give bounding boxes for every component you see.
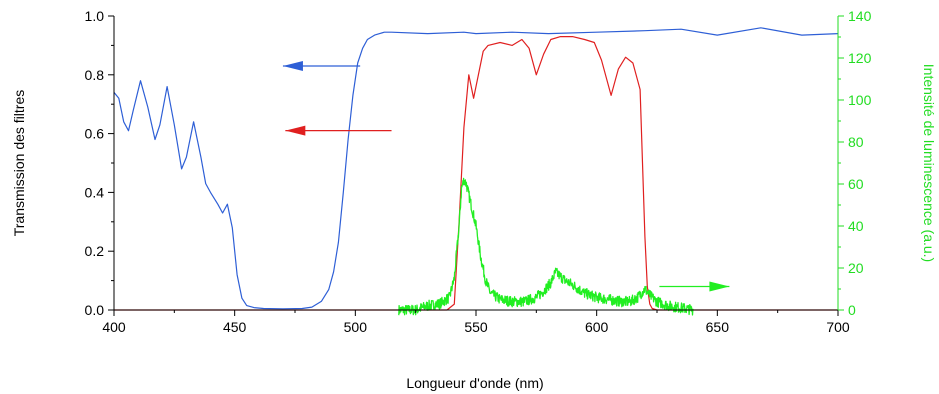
- x-tick-label: 450: [223, 319, 247, 335]
- y-right-tick-label: 100: [848, 92, 872, 108]
- y-right-tick-label: 140: [848, 8, 872, 24]
- x-tick-label: 650: [706, 319, 730, 335]
- y-axis-left-title: Transmission des filtres: [11, 90, 27, 237]
- x-tick-label: 550: [464, 319, 488, 335]
- y-left-tick-label: 1.0: [85, 8, 105, 24]
- x-axis-title: Longueur d'onde (nm): [406, 375, 543, 391]
- y-left-tick-label: 0.8: [85, 67, 105, 83]
- y-right-tick-label: 60: [848, 176, 864, 192]
- y-left-tick-label: 0.6: [85, 126, 105, 142]
- y-right-tick-label: 40: [848, 218, 864, 234]
- axes: 400 450 500 550 600 650 700 0.0 0.2 0.4 0.6 0.8 1.0 0…: [85, 8, 872, 335]
- y-left-tick-label: 0.4: [85, 184, 105, 200]
- y-left-tick-label: 0.0: [85, 302, 105, 318]
- arrow-head-blue: [282, 60, 303, 71]
- series-line-green: [398, 177, 694, 316]
- plot-lines: [113, 27, 839, 316]
- x-tick-label: 500: [344, 319, 368, 335]
- arrow-head-green: [709, 281, 730, 292]
- arrow-head-red: [285, 125, 306, 136]
- y-right-tick-label: 0: [848, 302, 856, 318]
- y-right-tick-label: 120: [848, 50, 872, 66]
- x-tick-label: 700: [826, 319, 850, 335]
- series-line-blue: [113, 27, 839, 310]
- series-line-red: [114, 35, 838, 311]
- y-right-tick-label: 20: [848, 260, 864, 276]
- y-right-tick-label: 80: [848, 134, 864, 150]
- y-axis-right-title: Intensité de luminescence (a.u.): [921, 64, 937, 262]
- y-left-tick-label: 0.2: [85, 243, 105, 259]
- x-tick-label: 400: [102, 319, 126, 335]
- x-tick-label: 600: [585, 319, 609, 335]
